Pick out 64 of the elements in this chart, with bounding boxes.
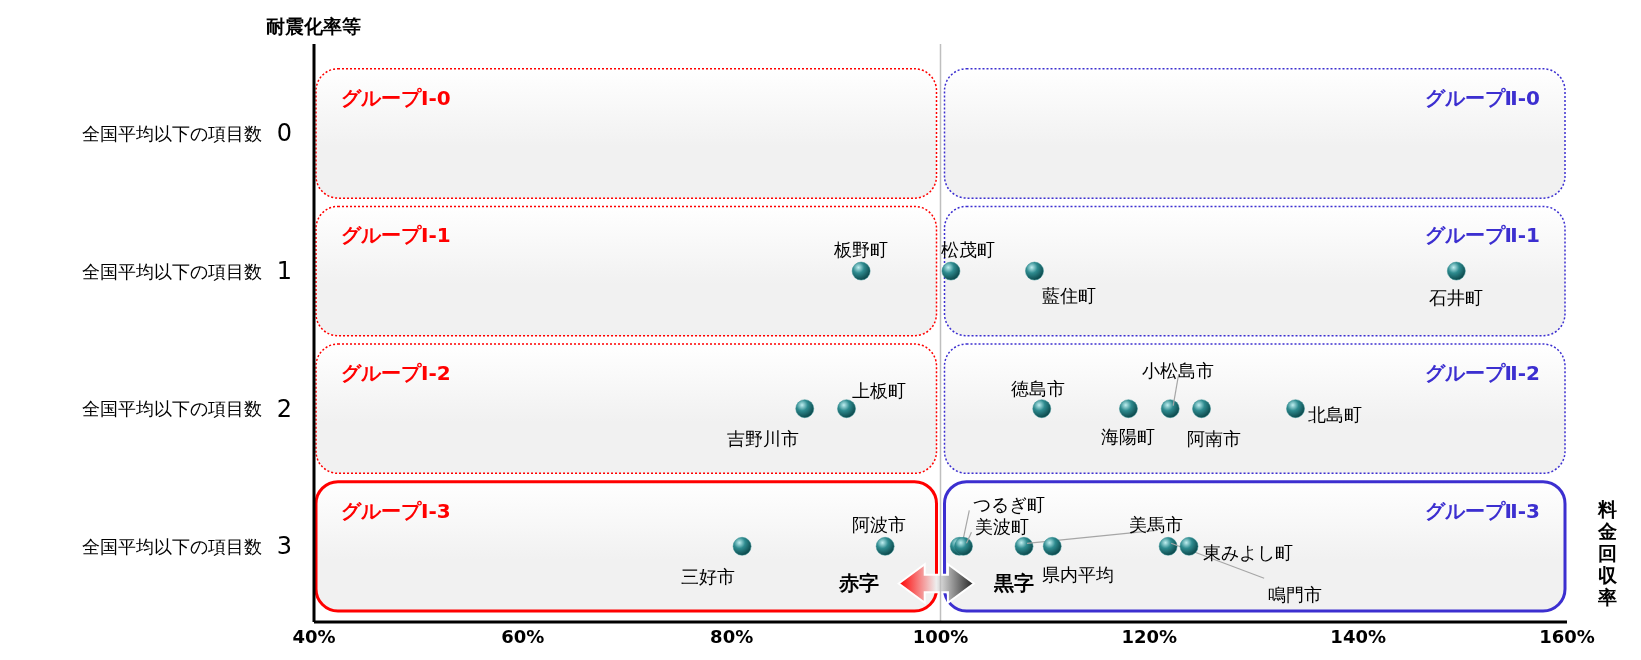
point [1447,261,1466,281]
annotation: グループⅠ-0 [341,85,451,110]
annotation: グループⅠ-2 [341,361,451,386]
text: 全国平均以下の項目数 [82,122,262,144]
series-label: 三好市 [681,565,736,587]
annotation: グループⅡ-3 [1424,498,1540,523]
annotation: グループⅠ-3 [341,498,451,523]
text: 全国平均以下の項目数 [82,260,262,282]
series-label: 藍住町 [1042,284,1097,306]
series-label: 阿波市 [852,513,907,535]
point [795,399,815,418]
point [837,399,856,418]
point [1119,399,1138,418]
series-label: 板野町 [833,238,889,260]
annotation: 赤字 [837,571,879,596]
legend-label: 美波町 [975,515,1030,537]
x-tick-label: 140% [1330,625,1386,647]
x-tick-label: 100% [912,625,969,647]
y-tick-label: 0 [276,119,292,148]
x-tick-label: 160% [1539,625,1595,647]
point [954,537,973,556]
series-label: 北島町 [1307,404,1362,426]
point [1042,537,1062,556]
series-label: 石井町 [1429,286,1484,308]
x-tick-label: 120% [1121,625,1178,647]
series-label: 海陽町 [1101,426,1156,448]
series-label: 上板町 [851,380,906,402]
point [1286,399,1305,418]
point [1179,537,1199,556]
x-tick-label: 80% [710,625,754,647]
series-label: 東みよし町 [1203,541,1294,563]
text: 全国平均以下の項目数 [82,535,262,557]
series-label: 吉野川市 [726,428,799,450]
y-tick-label: 2 [276,394,292,423]
series-label: 阿南市 [1186,428,1241,450]
text: 鳴門市 [1268,583,1323,605]
y-axis-title: 耐震化率等 [264,14,362,39]
series-label: 松茂町 [940,238,995,260]
series-label: つるぎ町 [973,493,1046,515]
text: 全国平均以下の項目数 [82,398,262,420]
point [941,261,961,281]
text: 美馬市 [1129,513,1184,535]
annotation: グループⅡ-0 [1424,85,1540,110]
point [732,537,752,556]
point [1014,537,1034,556]
point [1192,399,1211,418]
point [851,261,871,281]
series-label: 小松島市 [1142,360,1215,382]
y-tick-label: 1 [276,257,292,286]
x-tick-label: 60% [501,625,545,647]
point [1032,399,1052,418]
point [1025,261,1044,281]
point [1158,537,1178,556]
annotation: グループⅡ-1 [1424,223,1540,248]
series-label: 徳島市 [1010,378,1065,400]
point [1160,399,1180,418]
annotation: グループⅡ-2 [1424,361,1540,386]
annotation: グループⅠ-1 [341,223,451,248]
x-axis-title: 料金回収率 [1598,498,1618,608]
series-label: 県内平均 [1042,563,1115,585]
y-tick-label: 3 [276,532,292,561]
point [875,537,895,556]
annotation: 黒字 [992,571,1034,596]
x-tick-label: 40% [292,625,336,647]
